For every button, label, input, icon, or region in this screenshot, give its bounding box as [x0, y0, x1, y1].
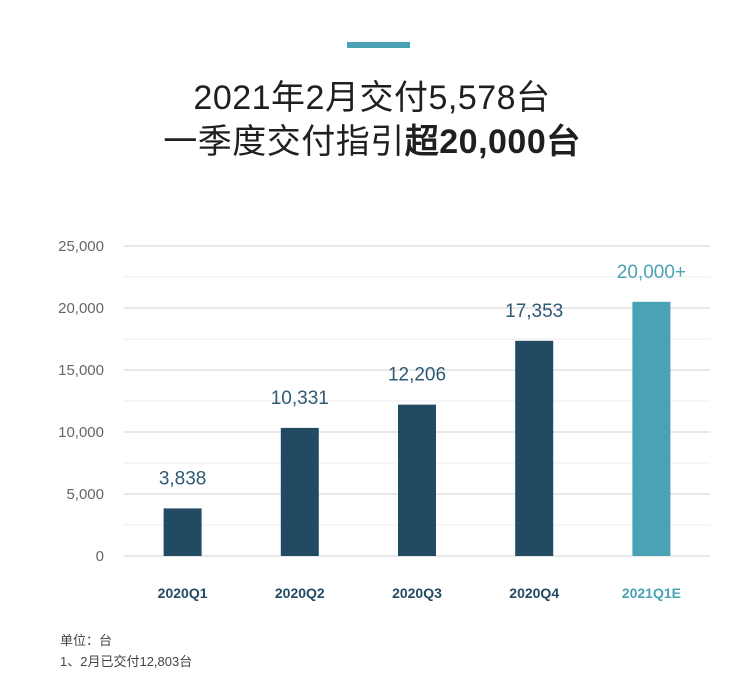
- y-tick-label: 25,000: [58, 238, 104, 255]
- y-tick-label: 10,000: [58, 424, 104, 441]
- bar-2020q1: [163, 508, 202, 556]
- y-tick-label: 5,000: [66, 486, 104, 503]
- category-labels: 2020Q1 2020Q2 2020Q3 2020Q4 2021Q1E: [158, 585, 681, 601]
- title-accent-bar: [347, 42, 410, 48]
- category-label-2020q2: 2020Q2: [275, 585, 325, 601]
- data-label-2020q4: 17,353: [505, 301, 563, 322]
- bar-2020q3: [398, 404, 436, 556]
- bar-2021q1e: [632, 301, 671, 556]
- grid-layer: [124, 245, 710, 557]
- data-label-2020q1: 3,838: [159, 468, 207, 489]
- delivery-footnote: 1、2月已交付12,803台: [60, 654, 193, 669]
- y-tick-label: 20,000: [58, 300, 104, 317]
- chart-title-line-2: 一季度交付指引超20,000台: [0, 114, 744, 163]
- bar-2020q4: [515, 340, 554, 556]
- value-labels: 3,838 10,331 12,206 17,353 20,000+: [159, 262, 686, 490]
- y-tick-label: 0: [96, 548, 104, 565]
- data-label-2020q3: 12,206: [388, 365, 446, 386]
- chart-title-line-2-highlight: 超20,000台: [404, 123, 581, 161]
- data-label-2021q1e: 20,000+: [617, 262, 686, 283]
- y-axis-ticks: 0 5,000 10,000 15,000 20,000 25,000: [58, 238, 104, 565]
- y-tick-label: 15,000: [58, 362, 104, 379]
- bar-2020q2: [280, 427, 319, 556]
- chart-title-line-1: 2021年2月交付5,578台: [193, 79, 551, 117]
- bars: [163, 301, 671, 556]
- category-label-2021q1e: 2021Q1E: [622, 585, 681, 601]
- chart-title-line-2-prefix: 一季度交付指引: [163, 123, 405, 161]
- data-label-2020q2: 10,331: [271, 388, 329, 409]
- category-label-2020q4: 2020Q4: [509, 585, 559, 601]
- category-label-2020q3: 2020Q3: [392, 585, 442, 601]
- category-label-2020q1: 2020Q1: [158, 585, 208, 601]
- unit-footnote: 单位：台: [60, 633, 113, 648]
